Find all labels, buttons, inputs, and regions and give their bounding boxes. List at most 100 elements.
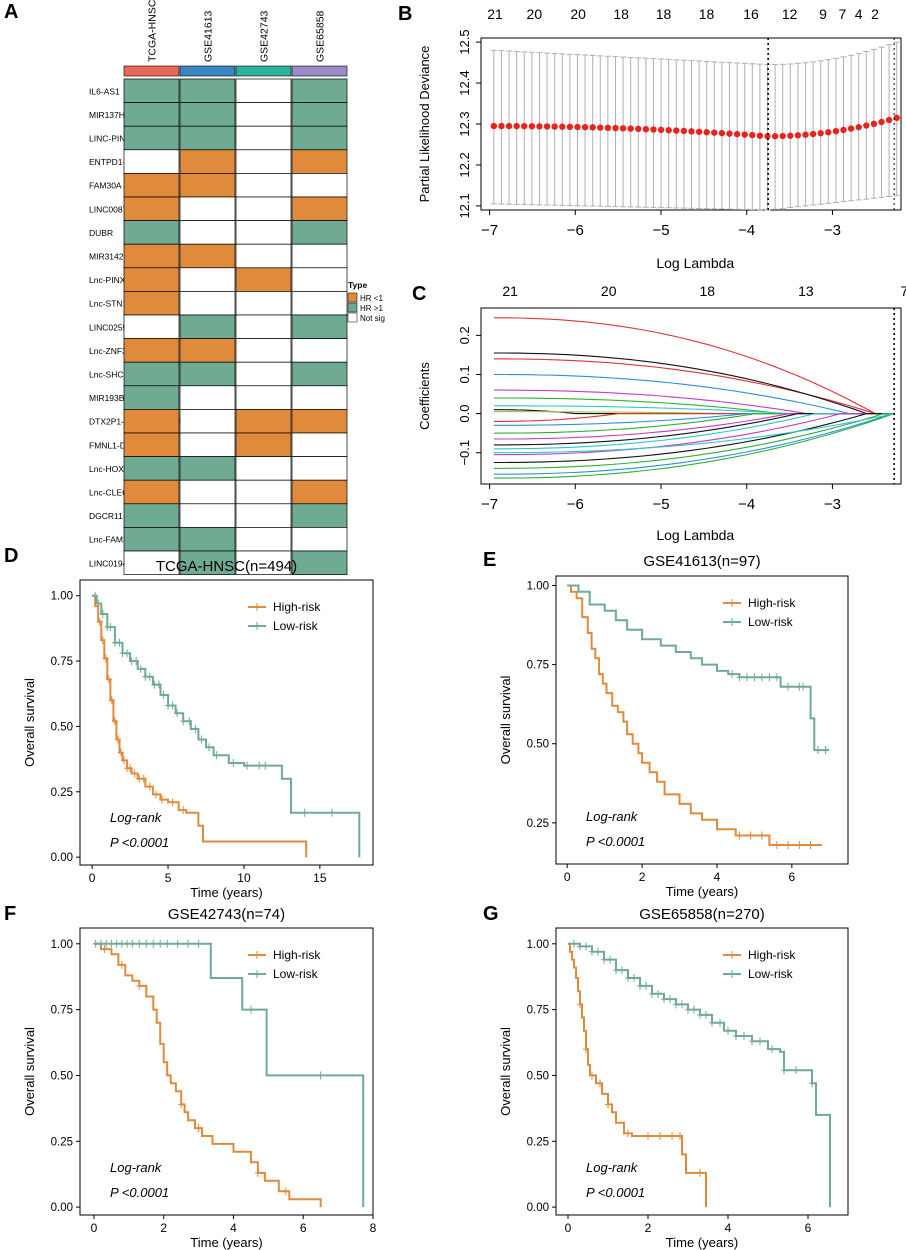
column-label: GSE65858 (315, 10, 327, 62)
heatmap-cell (179, 479, 236, 505)
plot-title: GSE41613(n=97) (643, 553, 760, 570)
x-tick-label: 4 (714, 870, 721, 884)
deviance-point (589, 124, 596, 131)
heatmap-cell (123, 125, 180, 151)
heatmap-cell (123, 361, 180, 387)
deviance-point (718, 129, 726, 137)
coefficient-path (493, 413, 895, 456)
column-header-bar (179, 65, 236, 77)
coefficient-path (493, 405, 895, 415)
legend-swatch (347, 312, 358, 323)
plot-title: TCGA-HNSC(n=494) (156, 558, 297, 575)
y-axis-label: Overall survival (498, 675, 513, 764)
top-df-label: 18 (699, 283, 715, 299)
x-axis-label: Time (years) (666, 884, 738, 899)
heatmap-cell (291, 527, 348, 552)
heatmap-cell (291, 432, 348, 457)
survival-curve (94, 942, 322, 1208)
coefficient-path (493, 413, 895, 475)
legend-label: Low-risk (748, 967, 794, 981)
column-label: GSE41613 (203, 10, 215, 62)
deviance-point (665, 127, 672, 134)
legend-label: High-risk (273, 948, 321, 962)
heatmap-cell (235, 125, 292, 151)
deviance-point (840, 126, 847, 134)
deviance-point (802, 131, 809, 138)
top-df-label: 9 (819, 6, 827, 22)
heatmap-cell (291, 338, 348, 363)
legend-label: Not sig (360, 314, 385, 323)
legend-label: Low-risk (748, 615, 794, 629)
heatmap-cell (179, 243, 236, 269)
heatmap-cell (235, 173, 292, 198)
y-tick-label: 0.1 (457, 365, 472, 383)
row-label: IL6-AS1 (89, 86, 120, 96)
deviance-point (787, 132, 794, 139)
heatmap-cell (291, 220, 348, 245)
deviance-point (893, 114, 900, 122)
row-label: Lnc-CLEC2D-8 (89, 488, 147, 498)
x-tick-label: −4 (738, 496, 755, 513)
km-panel-tcga: TCGA-HNSC(n=494) 0 5 10 15 0.00 0.25 0.50 0.75 1.… (22, 558, 374, 900)
heatmap-cell (123, 503, 180, 528)
deviance-point (597, 124, 604, 131)
heatmap-cell (235, 78, 292, 103)
heatmap-cell (123, 149, 180, 174)
deviance-point (870, 120, 878, 128)
row-label: LINC00877 (89, 204, 132, 214)
heatmap-cell (235, 149, 292, 174)
heatmap-cell (291, 503, 348, 528)
deviance-point (695, 128, 703, 135)
heatmap-cell (123, 550, 180, 575)
heatmap-cell (123, 479, 180, 505)
deviance-point (528, 123, 536, 130)
y-axis-label: Overall survival (22, 1027, 37, 1116)
top-df-label: 16 (743, 6, 759, 22)
column-header-bar (291, 65, 348, 77)
annotation-pvalue: P <0.0001 (110, 835, 169, 850)
column-header-bar (123, 65, 180, 77)
deviance-point (650, 126, 657, 133)
top-df-label: 13 (798, 283, 814, 299)
deviance-point (855, 123, 862, 131)
x-tick-label: −5 (652, 222, 669, 239)
heatmap-cell (179, 550, 236, 575)
coefficient-path (493, 413, 895, 450)
y-tick-label: 12.4 (457, 70, 472, 95)
y-tick-label: 0.75 (527, 660, 549, 672)
y-tick-label: 1.00 (51, 591, 73, 603)
deviance-point (635, 125, 642, 133)
x-tick-label: 0 (89, 871, 96, 885)
panel-label-c: C (412, 283, 426, 305)
heatmap-cell (123, 338, 180, 363)
heatmap-cell (235, 527, 292, 552)
plot-frame (79, 579, 374, 866)
top-df-label: 7 (838, 6, 846, 22)
deviance-point (543, 123, 551, 130)
heatmap-cell (123, 314, 180, 339)
y-tick-label: 0.50 (527, 739, 549, 751)
y-tick-label: 0.25 (51, 1136, 73, 1148)
heatmap-cell (123, 456, 180, 481)
column-header-bar (235, 65, 292, 77)
heatmap-cell (235, 361, 292, 387)
top-df-label: 20 (601, 283, 617, 299)
heatmap-cell (235, 503, 292, 528)
deviance-point (885, 116, 893, 124)
legend-label: Low-risk (273, 619, 319, 633)
row-label: Lnc-FAM25C-31 (89, 535, 151, 545)
heatmap-cell (291, 102, 348, 127)
coefficient-path (493, 413, 895, 446)
heatmap-cell (291, 196, 348, 221)
y-tick-label: 0.25 (527, 818, 549, 830)
y-tick-label: 0.00 (527, 1202, 549, 1214)
heatmap-cell (291, 291, 348, 316)
coefficient-path (493, 317, 895, 415)
heatmap-cell (179, 527, 236, 552)
plot-frame (555, 927, 849, 1216)
x-tick-label: 6 (300, 1221, 307, 1235)
x-axis-label: Log Lambda (656, 527, 734, 543)
deviance-point (612, 124, 619, 132)
annotation-logrank: Log-rank (110, 810, 163, 825)
